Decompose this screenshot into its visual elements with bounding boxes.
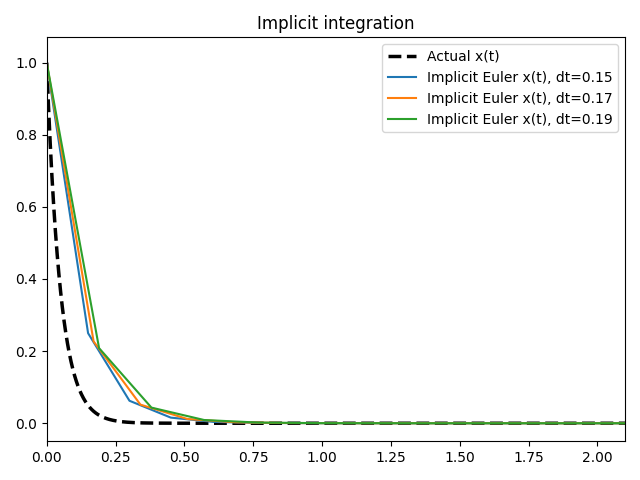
Actual x(t) [604, 420, 612, 426]
Implicit Euler x(t), dt=0.15 [324, 420, 332, 426]
Implicit Euler x(t), dt=0.15 [308, 420, 316, 426]
Actual x(t) [498, 420, 506, 426]
Line: Actual x(t): Actual x(t) [47, 62, 625, 423]
Implicit Euler x(t), dt=0.17 [43, 60, 51, 65]
Implicit Euler x(t), dt=0.15 [498, 420, 506, 426]
Implicit Euler x(t), dt=0.19 [308, 420, 316, 426]
Implicit Euler x(t), dt=0.17 [308, 420, 316, 426]
Implicit Euler x(t), dt=0.19 [43, 60, 51, 65]
Implicit Euler x(t), dt=0.19 [621, 420, 629, 426]
Implicit Euler x(t), dt=0.17 [604, 420, 612, 426]
Line: Implicit Euler x(t), dt=0.17: Implicit Euler x(t), dt=0.17 [47, 62, 625, 423]
Title: Implicit integration: Implicit integration [257, 15, 415, 33]
Actual x(t) [308, 420, 316, 426]
Implicit Euler x(t), dt=0.17 [498, 420, 506, 426]
Actual x(t) [324, 420, 332, 426]
Implicit Euler x(t), dt=0.19 [498, 420, 506, 426]
Actual x(t) [604, 420, 612, 426]
Implicit Euler x(t), dt=0.19 [72, 221, 80, 227]
Line: Implicit Euler x(t), dt=0.19: Implicit Euler x(t), dt=0.19 [47, 62, 625, 423]
Implicit Euler x(t), dt=0.19 [324, 420, 332, 426]
Implicit Euler x(t), dt=0.17 [324, 420, 332, 426]
Implicit Euler x(t), dt=0.15 [72, 253, 80, 259]
Implicit Euler x(t), dt=0.17 [621, 420, 629, 426]
Implicit Euler x(t), dt=0.17 [604, 420, 612, 426]
Implicit Euler x(t), dt=0.15 [43, 60, 51, 65]
Implicit Euler x(t), dt=0.19 [604, 420, 612, 426]
Implicit Euler x(t), dt=0.15 [604, 420, 612, 426]
Implicit Euler x(t), dt=0.19 [604, 420, 612, 426]
Legend: Actual x(t), Implicit Euler x(t), dt=0.15, Implicit Euler x(t), dt=0.17, Implici: Actual x(t), Implicit Euler x(t), dt=0.1… [382, 44, 618, 132]
Line: Implicit Euler x(t), dt=0.15: Implicit Euler x(t), dt=0.15 [47, 62, 625, 423]
Actual x(t) [72, 378, 80, 384]
Implicit Euler x(t), dt=0.15 [621, 420, 629, 426]
Actual x(t) [621, 420, 629, 426]
Implicit Euler x(t), dt=0.17 [72, 235, 80, 241]
Implicit Euler x(t), dt=0.15 [604, 420, 612, 426]
Actual x(t) [43, 60, 51, 65]
